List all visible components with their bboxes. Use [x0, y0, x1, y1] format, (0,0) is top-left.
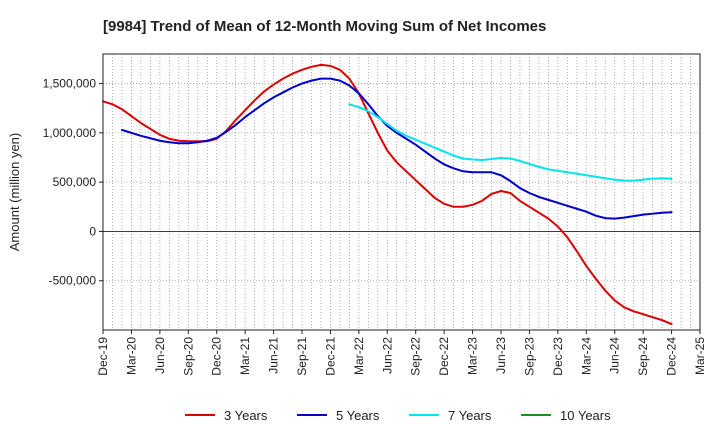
x-tick-label: Mar-20: [124, 337, 138, 375]
x-tick-label: Dec-22: [437, 337, 451, 376]
legend-label-3-years: 3 Years: [224, 408, 268, 423]
x-tick-label: Dec-21: [323, 337, 337, 376]
y-tick-label: 500,000: [53, 175, 97, 189]
legend-label-5-years: 5 Years: [336, 408, 380, 423]
x-tick-label: Dec-23: [551, 337, 565, 376]
x-tick-label: Mar-21: [238, 337, 252, 375]
x-tick-label: Jun-24: [608, 337, 622, 374]
x-axis-ticks: Dec-19 Mar-20 Jun-20 Sep-20 Dec-20 Mar-21 Jun-…: [96, 330, 707, 376]
x-tick-label: Jun-23: [494, 337, 508, 374]
x-tick-label: Sep-23: [522, 337, 536, 376]
plot-border: [102, 53, 701, 331]
y-tick-label: -500,000: [49, 274, 97, 288]
plot-area: [103, 54, 700, 330]
x-tick-label: Jun-20: [153, 337, 167, 374]
x-tick-label: Sep-21: [295, 337, 309, 376]
y-tick-label: 1,000,000: [43, 126, 97, 140]
legend-label-7-years: 7 Years: [448, 408, 492, 423]
y-tick-label: 0: [89, 224, 96, 238]
series-line-5-years: [120, 77, 673, 220]
y-tick-label: 1,500,000: [43, 77, 97, 91]
x-tick-label: Sep-24: [636, 337, 650, 376]
x-tick-label: Jun-22: [380, 337, 394, 374]
x-tick-label: Dec-24: [665, 337, 679, 376]
x-tick-label: Sep-22: [409, 337, 423, 376]
legend: 3 Years 5 Years 7 Years 10 Years: [185, 408, 611, 423]
x-tick-label: Dec-20: [210, 337, 224, 376]
chart-title: [9984] Trend of Mean of 12-Month Moving …: [103, 18, 546, 35]
x-tick-label: Sep-20: [181, 337, 195, 376]
x-tick-label: Jun-21: [267, 337, 281, 374]
grid: [103, 54, 700, 330]
x-tick-label: Mar-24: [579, 337, 593, 375]
x-tick-label: Dec-19: [96, 337, 110, 376]
y-axis-label: Amount (million yen): [7, 133, 22, 252]
x-tick-label: Mar-22: [352, 337, 366, 375]
series-line-7-years: [348, 103, 673, 182]
y-axis-ticks: -500,000 0 500,000 1,000,000 1,500,000: [43, 77, 103, 288]
x-tick-label: Mar-25: [693, 337, 707, 375]
legend-label-10-years: 10 Years: [560, 408, 611, 423]
series-layer: [102, 63, 673, 326]
x-tick-label: Mar-23: [466, 337, 480, 375]
